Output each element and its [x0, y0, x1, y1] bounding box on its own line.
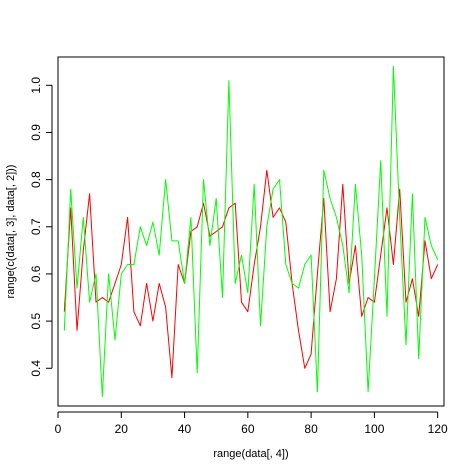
x-tick-label: 20	[115, 422, 129, 436]
y-tick-label: 0.4	[29, 360, 43, 377]
series-line-1	[63, 169, 439, 379]
x-axis-label: range(data[, 4])	[213, 448, 288, 460]
y-tick-label: 1.0	[29, 77, 43, 94]
series-line-2	[63, 65, 439, 398]
y-tick-label: 0.5	[29, 312, 43, 329]
x-tick-label: 80	[304, 422, 318, 436]
x-tick-label: 40	[178, 422, 192, 436]
x-tick-label: 100	[364, 422, 384, 436]
x-axis: 0 20 40 60 80 100 120	[55, 411, 448, 436]
plot-frame	[57, 56, 445, 407]
y-axis: 0.4 0.5 0.6 0.7 0.8 0.9 1.0	[29, 77, 53, 377]
series-layer	[63, 65, 439, 398]
x-tick-label: 60	[241, 422, 255, 436]
y-tick-label: 0.9	[29, 124, 43, 141]
y-tick-label: 0.8	[29, 171, 43, 188]
x-tick-label: 120	[428, 422, 448, 436]
y-axis-label: range(c(data[, 3], data[, 2]))	[5, 165, 17, 299]
x-tick-label: 0	[55, 422, 62, 436]
y-tick-label: 0.6	[29, 265, 43, 282]
y-tick-label: 0.7	[29, 218, 43, 235]
